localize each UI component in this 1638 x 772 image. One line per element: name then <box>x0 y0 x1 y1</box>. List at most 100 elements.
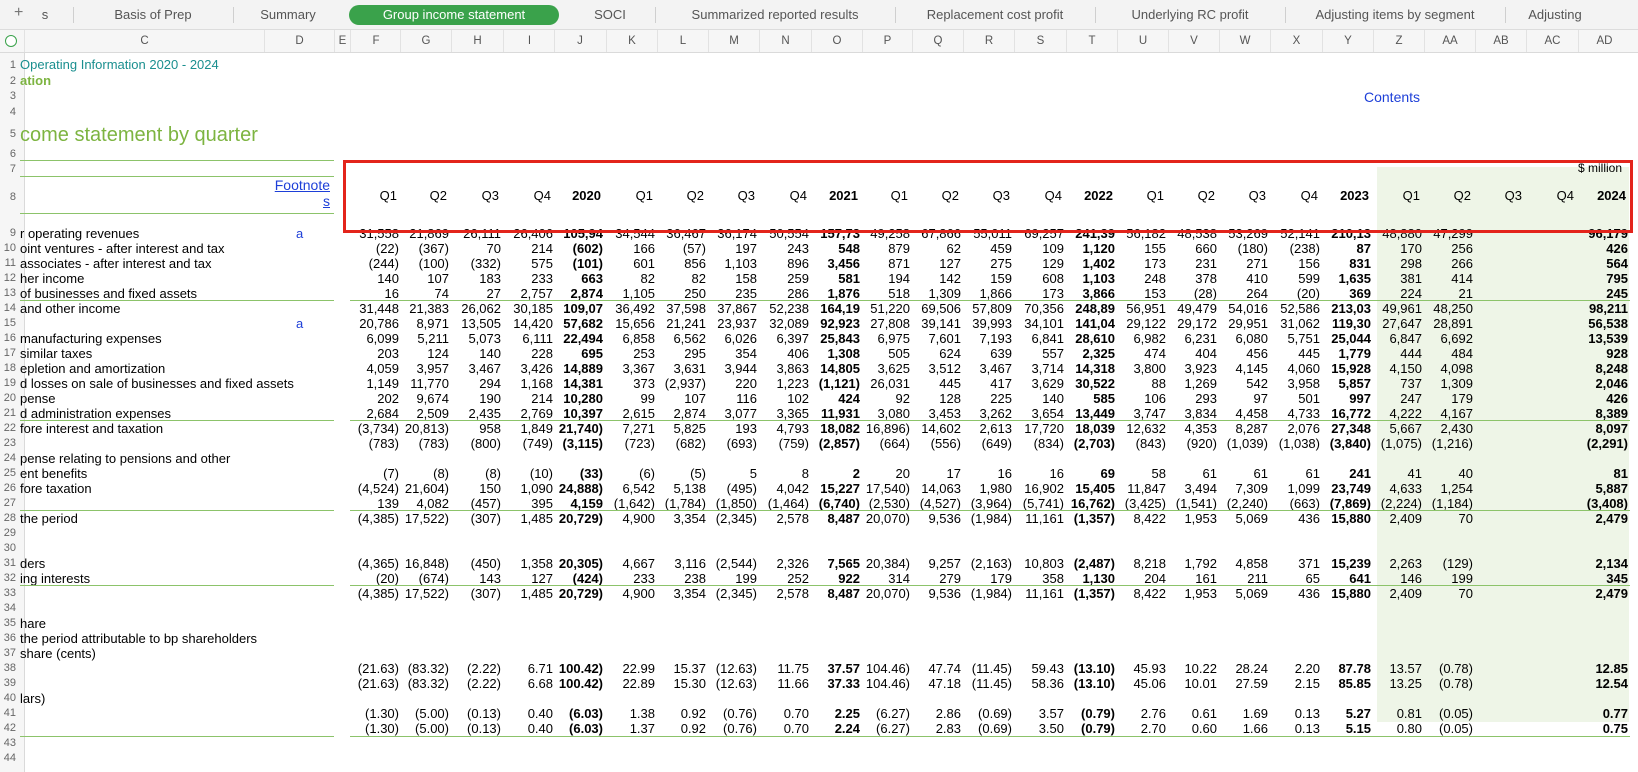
cell-value[interactable]: (0.78) <box>1439 676 1473 691</box>
cell-value[interactable]: 21,869 <box>409 226 449 241</box>
cell-value[interactable]: 410 <box>1246 271 1268 286</box>
cell-value[interactable]: 105,94 <box>563 226 603 241</box>
cell-value[interactable]: 27 <box>486 286 501 301</box>
cell-value[interactable]: (307) <box>470 511 501 526</box>
cell-value[interactable]: 1,779 <box>1338 346 1371 361</box>
cell-value[interactable]: 1,149 <box>366 376 399 391</box>
cell-value[interactable]: 8,422 <box>1133 586 1166 601</box>
cell-value[interactable]: (1,357) <box>1073 586 1115 601</box>
row-number[interactable]: 21 <box>3 407 16 419</box>
cell-value[interactable]: 22.89 <box>622 676 655 691</box>
cell-value[interactable]: 4,167 <box>1440 406 1473 421</box>
cell-value[interactable]: (800) <box>470 436 501 451</box>
cell-value[interactable]: 37.33 <box>827 676 860 691</box>
cell-value[interactable]: (332) <box>470 256 501 271</box>
cell-value[interactable]: 548 <box>838 241 860 256</box>
cell-value[interactable]: 1,099 <box>1287 481 1320 496</box>
cell-value[interactable]: 1.37 <box>629 721 655 736</box>
cell-value[interactable]: 228 <box>531 346 553 361</box>
cell-value[interactable]: 29,122 <box>1126 316 1166 331</box>
cell-value[interactable]: (83.32) <box>407 676 449 691</box>
contents-link[interactable]: Contents <box>1364 89 1421 105</box>
cell-value[interactable]: 436 <box>1298 511 1320 526</box>
cell-value[interactable]: 11.75 <box>777 661 809 676</box>
cell-value[interactable]: 26,406 <box>513 226 553 241</box>
cell-value[interactable]: 250 <box>684 286 706 301</box>
cell-value[interactable]: 20,729) <box>558 586 603 601</box>
row-number[interactable]: 41 <box>3 707 16 719</box>
cell-value[interactable]: 1,103 <box>1082 271 1115 286</box>
cell-value[interactable]: 459 <box>990 241 1012 256</box>
column-header-w[interactable]: W <box>1219 30 1270 52</box>
cell-value[interactable]: 102 <box>787 391 809 406</box>
cell-value[interactable]: 45.06 <box>1133 676 1166 691</box>
cell-value[interactable]: 21 <box>1458 286 1473 301</box>
cell-value[interactable]: 30,522 <box>1075 376 1115 391</box>
cell-value[interactable]: 406 <box>787 346 809 361</box>
cell-value[interactable]: 3,426 <box>520 361 553 376</box>
cell-value[interactable]: 213,03 <box>1331 301 1371 316</box>
column-header-d[interactable]: D <box>264 30 334 52</box>
sheet-tab[interactable]: SOCI <box>594 7 626 22</box>
row-number[interactable]: 1 <box>9 59 16 71</box>
cell-value[interactable]: 34,101 <box>1024 316 1064 331</box>
cell-value[interactable]: (28) <box>1193 286 1217 301</box>
cell-value[interactable]: (3,734) <box>357 421 399 436</box>
cell-value[interactable]: (5,741) <box>1022 496 1064 511</box>
cell-value[interactable]: 74 <box>434 286 449 301</box>
cell-value[interactable]: 6,397 <box>776 331 809 346</box>
row-number[interactable]: 30 <box>3 542 16 554</box>
cell-value[interactable]: 0.13 <box>1294 721 1320 736</box>
cell-value[interactable]: 2,769 <box>520 406 553 421</box>
cell-value[interactable]: 69,257 <box>1024 226 1064 241</box>
cell-value[interactable]: 4,667 <box>622 556 655 571</box>
cell-value[interactable]: 2.25 <box>834 706 860 721</box>
cell-value[interactable]: (2.22) <box>467 661 501 676</box>
cell-value[interactable]: 245 <box>1606 286 1628 301</box>
row-number[interactable]: 37 <box>3 647 16 659</box>
cell-value[interactable]: 31,062 <box>1280 316 1320 331</box>
cell-value[interactable]: 31,558 <box>359 226 399 241</box>
cell-value[interactable]: 40 <box>1458 466 1473 481</box>
cell-value[interactable]: 104.46) <box>865 661 910 676</box>
cell-value[interactable]: 275 <box>990 256 1012 271</box>
cell-value[interactable]: 8 <box>801 466 809 481</box>
footnotes-header-link[interactable]: Footnotes <box>274 177 330 209</box>
cell-value[interactable]: (7) <box>383 466 399 481</box>
row-number[interactable]: 35 <box>3 617 16 629</box>
cell-value[interactable]: 3,714 <box>1031 361 1064 376</box>
cell-value[interactable]: (783) <box>418 436 449 451</box>
cell-value[interactable]: 253 <box>633 346 655 361</box>
cell-value[interactable]: 65 <box>1305 571 1320 586</box>
cell-value[interactable]: 28.24 <box>1235 661 1268 676</box>
cell-value[interactable]: 36,467 <box>666 226 706 241</box>
cell-value[interactable]: (244) <box>368 256 399 271</box>
cell-value[interactable]: (129) <box>1442 556 1473 571</box>
cell-value[interactable]: 505 <box>888 346 910 361</box>
cell-value[interactable]: 395 <box>531 496 553 511</box>
cell-value[interactable]: 0.81 <box>1396 706 1422 721</box>
cell-value[interactable]: 21,241 <box>666 316 706 331</box>
cell-value[interactable]: 10,280 <box>563 391 603 406</box>
cell-value[interactable]: (2,937) <box>664 376 706 391</box>
cell-value[interactable]: 6,858 <box>622 331 655 346</box>
cell-value[interactable]: 27.59 <box>1235 676 1268 691</box>
cell-value[interactable]: 21,740) <box>558 421 603 436</box>
cell-value[interactable]: 2,326 <box>776 556 809 571</box>
cell-value[interactable]: 26,031 <box>870 376 910 391</box>
cell-value[interactable]: (12.63) <box>715 661 757 676</box>
cell-value[interactable]: 12,632 <box>1126 421 1166 436</box>
row-number[interactable]: 12 <box>3 272 16 284</box>
row-number[interactable]: 40 <box>3 692 16 704</box>
cell-value[interactable]: 264 <box>1246 286 1268 301</box>
cell-value[interactable]: 3,512 <box>928 361 961 376</box>
cell-value[interactable]: (6) <box>639 466 655 481</box>
cell-value[interactable]: (1.30) <box>365 706 399 721</box>
cell-value[interactable]: (21.63) <box>357 661 399 676</box>
cell-value[interactable]: 58 <box>1151 466 1166 481</box>
cell-value[interactable]: 295 <box>684 346 706 361</box>
cell-value[interactable]: 243 <box>787 241 809 256</box>
cell-value[interactable]: 203 <box>377 346 399 361</box>
cell-value[interactable]: 61 <box>1305 466 1320 481</box>
cell-value[interactable]: 85.85 <box>1338 676 1371 691</box>
